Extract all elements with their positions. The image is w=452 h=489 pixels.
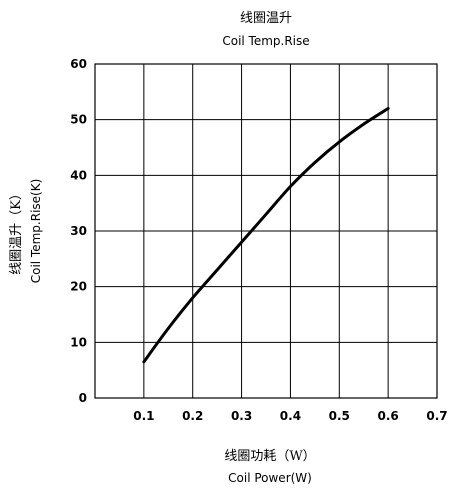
x-tick-label: 0.2: [182, 409, 203, 423]
y-axis-label: 线圈温升（K）: [9, 187, 24, 275]
x-axis-ticks: 0.1 0.2 0.3 0.4 0.5 0.6 0.7: [133, 409, 447, 423]
y-tick-label: 60: [70, 57, 87, 71]
x-tick-label: 0.5: [329, 409, 350, 423]
series-line: [142, 107, 390, 364]
chart-title: 线圈温升: [240, 11, 292, 26]
plot-frame: [94, 63, 438, 399]
chart-title-en: Coil Temp.Rise: [222, 34, 309, 48]
y-tick-label: 40: [70, 168, 87, 182]
x-tick-label: 0.4: [280, 409, 301, 423]
y-tick-label: 0: [79, 391, 87, 405]
x-tick-label: 0.1: [133, 409, 154, 423]
y-tick-label: 10: [70, 335, 87, 349]
grid: [95, 63, 438, 399]
x-tick-label: 0.3: [231, 409, 252, 423]
x-tick-label: 0.6: [378, 409, 399, 423]
x-axis-label: 线圈功耗（W）: [224, 449, 315, 464]
y-axis-label-en: Coil Temp.Rise(K): [29, 179, 43, 284]
x-tick-label: 0.7: [426, 409, 447, 423]
y-tick-label: 30: [70, 224, 87, 238]
y-tick-label: 50: [70, 113, 87, 127]
y-axis-ticks: 0 10 20 30 40 50 60: [70, 57, 87, 405]
y-tick-label: 20: [70, 280, 87, 294]
x-axis-label-en: Coil Power(W): [228, 471, 312, 485]
